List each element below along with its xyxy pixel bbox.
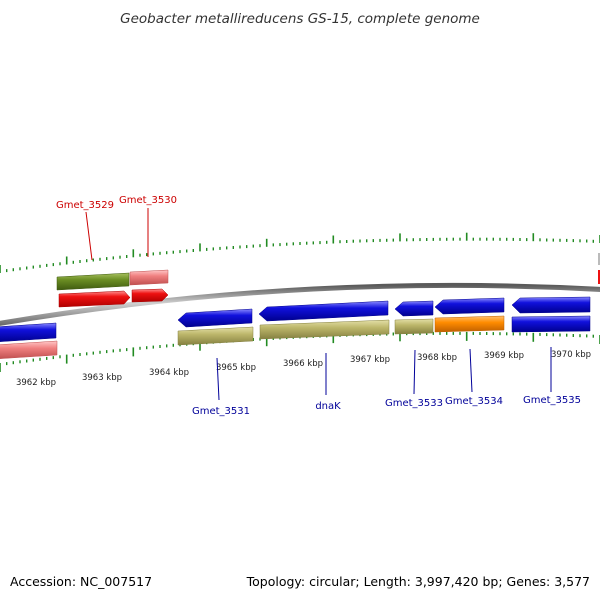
upper-tick-ring [0,232,600,273]
genome-title: Geobacter metallireducens GS-15, complet… [120,11,480,27]
gene-label-gmet-3534[interactable]: Gmet_3534 [445,396,503,407]
label-leader-gmet-3533 [413,349,416,395]
edge-feature-gray [598,253,600,265]
edge-feature-red [598,270,600,284]
cds-feature-gmet-3533[interactable] [394,300,434,317]
tick-label: 3966 kbp [283,359,323,369]
gene-feature-gmet-3529[interactable] [56,272,130,291]
gene-label-gmet-3531[interactable]: Gmet_3531 [192,406,250,417]
tick-label: 3969 kbp [484,351,524,361]
tick-label: 3970 kbp [551,350,591,360]
cds-feature-gmet-3535-upper[interactable] [511,296,591,314]
cds-feature-dnak[interactable] [258,300,389,322]
label-leader-gmet-3531 [216,357,220,401]
accession-label: Accession: NC_007517 [10,574,152,589]
cds-feature-gmet-3535-lower[interactable] [511,315,591,333]
gene-feature-gmet-3534[interactable] [434,315,505,333]
gene-label-gmet-3529[interactable]: Gmet_3529 [56,200,114,211]
cds-feature-gmet-3530[interactable] [131,288,169,303]
cds-feature-gmet-3534[interactable] [434,297,505,315]
gene-label-gmet-3535[interactable]: Gmet_3535 [523,395,581,406]
label-leader-gmet-3529 [85,211,93,261]
gene-feature-dnak[interactable] [259,319,390,340]
tick-label: 3963 kbp [82,373,122,383]
gene-label-gmet-3533[interactable]: Gmet_3533 [385,398,443,409]
gene-label-dnak[interactable]: dnaK [315,401,341,412]
gene-feature-edge-left[interactable] [0,340,58,359]
tick-label: 3968 kbp [417,353,457,363]
tick-label: 3967 kbp [350,355,390,365]
tick-label: 3964 kbp [149,368,189,378]
tick-label: 3962 kbp [16,378,56,388]
label-leader-gmet-3534 [469,348,473,393]
gene-feature-gmet-3530[interactable] [129,269,169,286]
cds-feature-gmet-3529[interactable] [58,290,131,308]
gene-label-gmet-3530[interactable]: Gmet_3530 [119,195,177,206]
gene-feature-gmet-3533[interactable] [394,318,434,335]
gene-feature-gmet-3531[interactable] [177,326,254,346]
tick-label: 3965 kbp [216,363,256,373]
cds-feature-gmet-3531[interactable] [177,308,253,328]
genome-summary: Topology: circular; Length: 3,997,420 bp… [246,574,590,589]
genome-backbone [0,282,600,326]
cds-feature-edge-left[interactable] [0,322,57,342]
